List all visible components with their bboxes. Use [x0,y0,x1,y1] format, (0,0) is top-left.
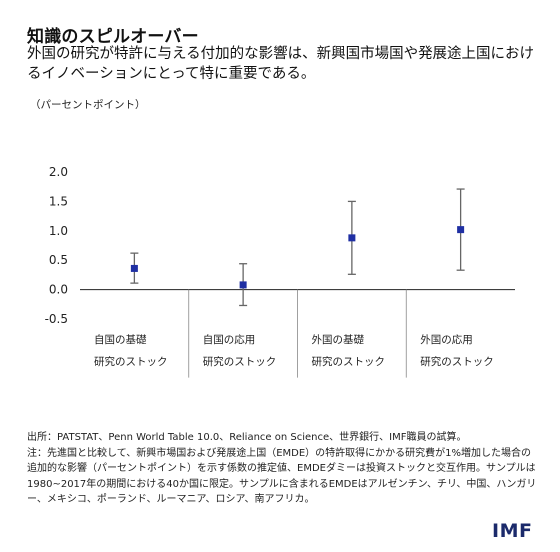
unit-label: （パーセントポイント） [30,99,146,111]
data-point [239,281,247,289]
note-text: 注：先進国と比較して、新興市場国および発展途上国（EMDE）の特許取得にかかる研… [27,447,537,506]
data-point [348,234,356,242]
x-category-label: 自国の基礎 [94,333,147,346]
data-point [130,264,138,272]
x-category-label: 研究のストック [420,355,494,368]
y-tick-label: 0.0 [49,283,68,297]
chart-title: 知識のスピルオーバー [27,27,199,47]
chart-subtitle: 外国の研究が特許に与える付加的な影響は、新興国市場国や発展途上国におけるイノベー… [27,46,535,82]
chart-area: 2.01.51.00.50.0-0.5自国の基礎研究のストック自国の応用研究のス… [45,165,515,378]
x-category-label: 研究のストック [203,355,277,368]
x-category-label: 研究のストック [94,355,168,368]
x-category-label: 研究のストック [312,355,386,368]
data-point [457,226,465,234]
imf-logo: IMF [492,520,533,542]
x-category-label: 外国の基礎 [312,333,365,346]
x-category-label: 外国の応用 [420,333,473,346]
x-category-label: 自国の応用 [203,333,256,346]
y-tick-label: 1.5 [49,194,68,208]
source-notes: 出所：PATSTAT、Penn World Table 10.0、Relianc… [27,430,537,508]
source-line: 出所：PATSTAT、Penn World Table 10.0、Relianc… [27,432,467,443]
y-tick-label: -0.5 [45,312,68,326]
y-tick-label: 0.5 [49,253,68,267]
y-tick-label: 2.0 [49,165,68,179]
y-tick-label: 1.0 [49,224,68,238]
